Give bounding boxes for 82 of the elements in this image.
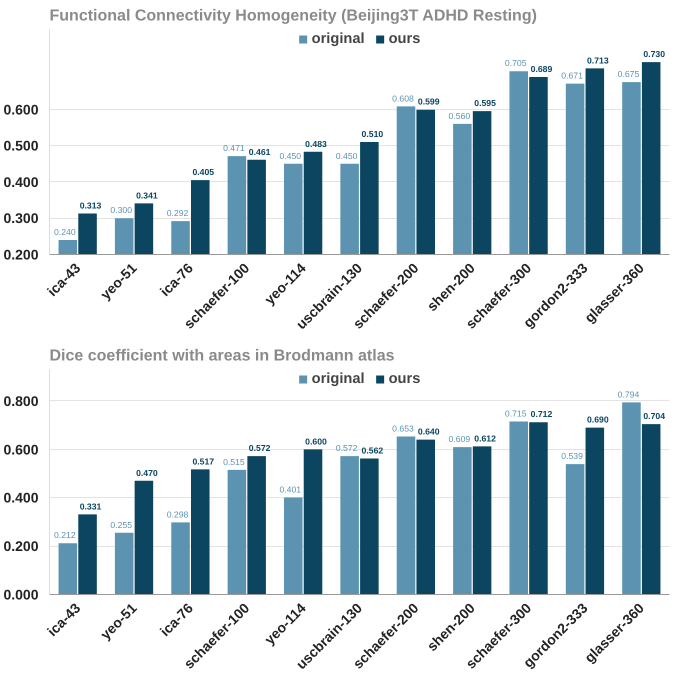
bar <box>340 456 359 594</box>
data-label: 0.671 <box>561 70 584 81</box>
data-label: 0.405 <box>192 167 214 178</box>
data-label: 0.713 <box>586 55 609 66</box>
data-label: 0.298 <box>166 509 189 520</box>
data-label: 0.300 <box>110 205 132 216</box>
data-label: 0.515 <box>223 456 245 467</box>
data-label: 0.470 <box>136 468 158 478</box>
data-label: 0.562 <box>362 446 384 456</box>
bar <box>566 464 584 594</box>
bar <box>114 532 134 594</box>
y-tick-label: 0.600 <box>3 101 39 118</box>
legend-label: ours <box>388 31 420 47</box>
bar <box>228 470 246 594</box>
data-label: 0.341 <box>136 190 158 200</box>
y-tick-label: 0.500 <box>3 138 39 154</box>
data-label: 0.517 <box>192 456 214 466</box>
bar <box>284 497 303 594</box>
legend-label: original <box>312 371 365 387</box>
data-label: 0.609 <box>448 434 470 444</box>
data-label: 0.255 <box>110 520 132 530</box>
bar <box>509 422 528 594</box>
data-label: 0.450 <box>279 150 302 161</box>
data-label: 0.640 <box>418 426 440 437</box>
y-tick-label: 0.400 <box>3 174 39 190</box>
data-label: 0.689 <box>530 64 552 74</box>
data-label: 0.572 <box>336 443 358 454</box>
data-label: 0.510 <box>362 129 384 139</box>
data-label: 0.313 <box>80 200 102 210</box>
y-tick-label: 0.400 <box>3 490 39 506</box>
bar <box>586 428 604 594</box>
bar <box>529 422 548 594</box>
data-label: 0.794 <box>618 389 640 400</box>
data-label: 0.612 <box>474 433 496 444</box>
data-label: 0.704 <box>643 411 666 422</box>
data-label: 0.471 <box>223 143 245 154</box>
data-label: 0.401 <box>279 484 302 494</box>
bar <box>78 514 97 594</box>
y-tick-label: 0.200 <box>3 538 39 554</box>
data-label: 0.461 <box>248 146 271 157</box>
chart-title: Functional Connectivity Homogeneity (Beijing3T ADHD Resting) <box>50 8 537 24</box>
bar <box>622 402 641 594</box>
data-label: 0.608 <box>392 93 414 104</box>
bar <box>416 440 435 594</box>
bar <box>472 446 492 594</box>
legend-label: ours <box>388 371 420 387</box>
data-label: 0.599 <box>418 96 440 107</box>
data-label: 0.600 <box>305 436 328 446</box>
data-label: 0.690 <box>586 414 609 425</box>
data-label: 0.705 <box>504 58 527 68</box>
data-label: 0.675 <box>618 69 640 80</box>
data-label: 0.292 <box>166 208 189 218</box>
data-label: 0.653 <box>392 424 414 434</box>
bar <box>360 458 379 594</box>
bar <box>304 449 322 594</box>
data-label: 0.450 <box>336 150 358 161</box>
y-tick-label: 0.600 <box>3 441 39 458</box>
bar <box>134 480 154 594</box>
data-label: 0.331 <box>80 501 102 512</box>
y-tick-label: 0.300 <box>3 210 39 226</box>
data-label: 0.715 <box>504 408 527 419</box>
bar <box>247 456 266 594</box>
bar <box>58 543 78 594</box>
data-label: 0.539 <box>561 451 584 462</box>
y-tick-label: 0.000 <box>3 586 39 602</box>
data-label: 0.483 <box>305 138 328 149</box>
data-label: 0.572 <box>248 443 271 454</box>
data-label: 0.712 <box>530 409 552 420</box>
data-label: 0.730 <box>643 49 666 60</box>
bar <box>453 447 472 594</box>
bar <box>191 469 210 594</box>
bar <box>171 522 190 594</box>
data-label: 0.240 <box>54 226 76 237</box>
data-label: 0.560 <box>448 110 470 121</box>
data-label: 0.212 <box>54 530 76 540</box>
y-tick-label: 0.800 <box>3 392 39 409</box>
bar <box>396 436 416 594</box>
chart-title: Dice coefficient with areas in Brodmann atlas <box>50 348 395 364</box>
legend-label: original <box>312 31 365 47</box>
bar <box>642 424 660 594</box>
y-tick-label: 0.200 <box>3 246 39 262</box>
data-label: 0.595 <box>474 98 496 108</box>
